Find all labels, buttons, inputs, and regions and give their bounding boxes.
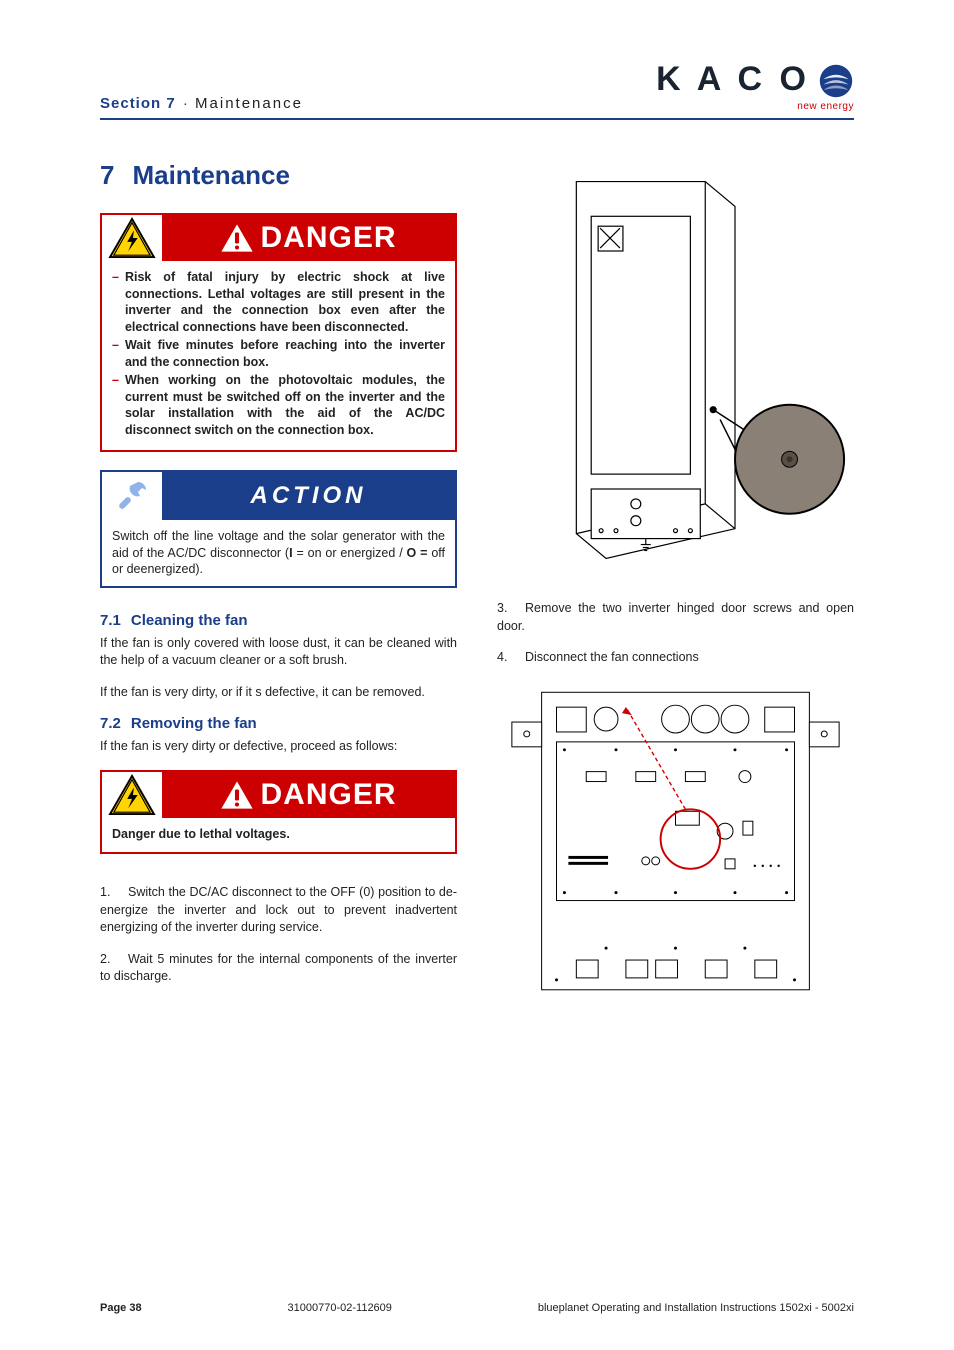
danger2-heading: DANGER — [260, 778, 396, 812]
document-number: 31000770-02-112609 — [288, 1302, 392, 1314]
subheading-7-2: 7.2Removing the fan — [100, 715, 457, 732]
danger-callout-2: DANGER Danger due to lethal voltages. — [100, 770, 457, 855]
step-2: 2.Wait 5 minutes for the internal compon… — [100, 951, 457, 986]
page-header: Section 7 · Maintenance K A C O new ener… — [100, 60, 854, 120]
danger-callout-1: DANGER –Risk of fatal injury by electric… — [100, 213, 457, 452]
separator: · — [180, 95, 191, 112]
left-column: 7 Maintenance — [100, 160, 457, 1011]
action-callout: ACTION Switch off the line voltage and t… — [100, 470, 457, 588]
chapter-title: 7 Maintenance — [100, 160, 457, 191]
danger-heading: DANGER — [260, 221, 396, 255]
sec71-p1: If the fan is only covered with loose du… — [100, 635, 457, 670]
logo-text: K A C O — [656, 60, 810, 99]
danger2-body: Danger due to lethal voltages. — [112, 827, 290, 841]
exclamation-triangle-icon — [220, 778, 254, 812]
danger1-item-2: When working on the photovoltaic modules… — [125, 372, 445, 438]
action-body: Switch off the line voltage and the sola… — [102, 520, 455, 586]
action-heading: ACTION — [251, 482, 367, 510]
step-1: 1.Switch the DC/AC disconnect to the OFF… — [100, 884, 457, 937]
page-number: Page 38 — [100, 1302, 142, 1314]
step-3: 3.Remove the two inverter hinged door sc… — [497, 600, 854, 635]
danger1-item-0: Risk of fatal injury by electric shock a… — [125, 269, 445, 335]
electric-hazard-icon — [108, 217, 156, 259]
page-footer: Page 38 31000770-02-112609 blueplanet Op… — [100, 1302, 854, 1314]
figure-fan-connection: C8 — [497, 681, 854, 1011]
subheading-7-1: 7.1Cleaning the fan — [100, 612, 457, 629]
figure-inverter-door-screws — [497, 160, 854, 580]
step-4: 4.Disconnect the fan connections — [497, 649, 854, 667]
logo-subtext: new energy — [656, 101, 854, 112]
electric-hazard-icon — [108, 774, 156, 816]
sec72-intro: If the fan is very dirty or defective, p… — [100, 738, 457, 756]
danger1-item-1: Wait five minutes before reaching into t… — [125, 337, 445, 370]
sec71-p2: If the fan is very dirty, or if it s def… — [100, 684, 457, 702]
exclamation-triangle-icon — [220, 221, 254, 255]
document-title: blueplanet Operating and Installation In… — [538, 1302, 854, 1314]
section-number: Section 7 — [100, 95, 176, 112]
right-column: 3.Remove the two inverter hinged door sc… — [497, 160, 854, 1011]
logo-swirl-icon — [818, 63, 854, 99]
logo-block: K A C O new energy — [656, 60, 854, 112]
chapter-text: Maintenance — [132, 160, 290, 190]
section-name: Maintenance — [195, 95, 303, 112]
header-section-path: Section 7 · Maintenance — [100, 95, 303, 112]
chapter-number: 7 — [100, 160, 114, 190]
wrench-icon — [112, 476, 152, 516]
